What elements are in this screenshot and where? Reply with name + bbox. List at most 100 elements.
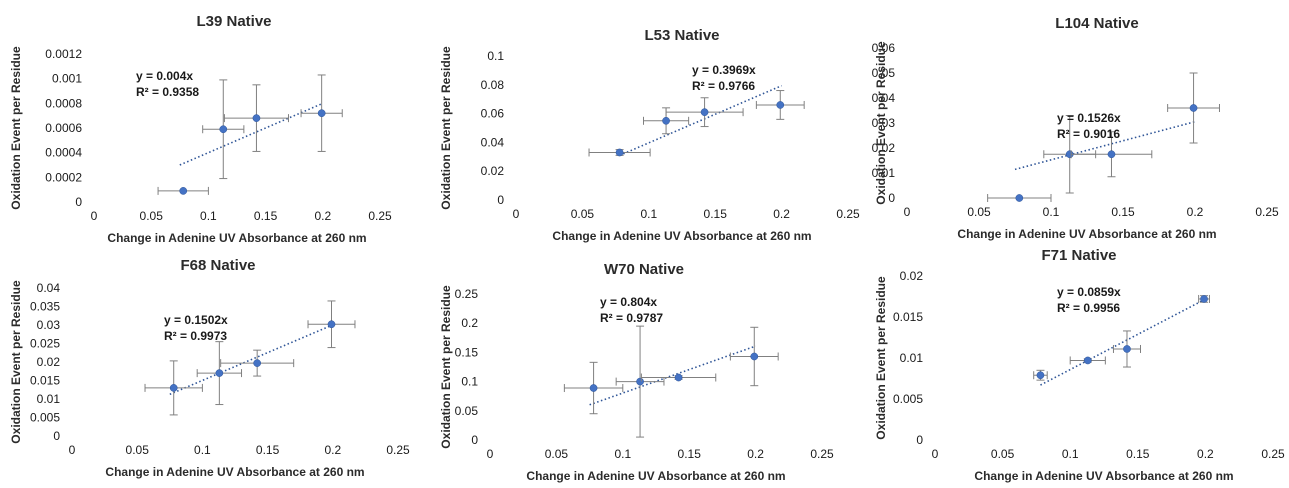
y-axis-label: Oxidation Event per Residue [9,46,23,210]
y-tick-label: 0 [53,429,60,443]
y-tick-label: 0.0012 [45,47,82,61]
y-tick-label: 0.06 [872,41,896,55]
y-axis-label: Oxidation Event per Residue [874,41,888,205]
x-tick-label: 0.2 [747,447,764,461]
x-tick-label: 0.05 [126,443,150,457]
data-point [252,114,261,122]
trendline [1014,120,1196,171]
x-tick-label: 0.15 [1126,447,1150,461]
data-point [700,108,709,117]
chart-title: L39 Native [196,13,271,30]
x-tick-label: 0.05 [140,209,164,223]
x-tick-label: 0.2 [1187,205,1204,219]
y-tick-label: 0.035 [30,300,60,314]
y-tick-label: 0.0004 [45,146,82,160]
data-point [615,148,624,157]
y-tick-label: 0.03 [872,116,896,130]
x-axis-label: Change in Adenine UV Absorbance at 260 n… [957,227,1216,241]
y-tick-label: 0.05 [872,66,896,80]
x-tick-label: 0 [513,207,520,221]
data-point [674,373,683,382]
trendline [1040,298,1206,386]
x-axis-label: Change in Adenine UV Absorbance at 260 n… [107,231,366,245]
x-tick-label: 0.25 [810,447,834,461]
y-tick-label: 0.02 [37,355,61,369]
y-axis-label: Oxidation Event per Residue [874,276,888,440]
y-tick-label: 0.02 [481,164,505,178]
y-axis-label: Oxidation Event per Residue [9,280,23,444]
y-tick-label: 0.0002 [45,170,82,184]
y-tick-label: 0.02 [900,269,924,283]
x-axis-label: Change in Adenine UV Absorbance at 260 n… [974,469,1233,483]
x-tick-label: 0.1 [194,443,211,457]
x-tick-label: 0.15 [1111,205,1135,219]
y-tick-label: 0.005 [30,411,60,425]
x-axis-label: Change in Adenine UV Absorbance at 260 n… [105,465,364,479]
chart-panel-l39: L39 Native 0 0.0002 0.0004 0.0006 0.0008 0.001… [0,8,420,245]
data-point [750,352,759,361]
trendline-equation: y = 0.804x [600,295,657,309]
chart-panel-l53: L53 Native 0 0.02 0.04 0.06 0.08 0.1 0 0.05 0.1 0.… [430,18,865,248]
x-tick-label: 0.05 [545,447,569,461]
data-point [776,101,785,109]
trendline-equation: y = 0.004x [136,69,193,83]
trendline-equation: y = 0.1502x [164,313,228,327]
y-tick-label: 0.01 [872,166,896,180]
x-tick-label: 0.2 [324,443,341,457]
x-tick-label: 0 [69,443,76,457]
chart-panel-f71: F71 Native 0 0.005 0.01 0.015 0.02 0 0.05 0.1 0.1… [865,244,1289,488]
x-tick-label: 0.05 [967,205,991,219]
y-tick-label: 0.01 [900,351,924,365]
x-tick-label: 0.15 [256,443,280,457]
x-tick-label: 0.25 [1255,205,1279,219]
r-squared-label: R² = 0.9787 [600,311,663,325]
data-point [1083,356,1092,365]
data-point [1189,104,1198,112]
x-tick-label: 0.25 [386,443,410,457]
y-tick-label: 0.01 [37,392,61,406]
x-tick-label: 0.1 [1043,205,1060,219]
trendline [619,84,782,157]
x-tick-label: 0.25 [368,209,392,223]
scatter-chart: F71 Native 0 0.005 0.01 0.015 0.02 0 0.05 0.1 0.1… [874,247,1285,483]
x-tick-label: 0.05 [991,447,1015,461]
chart-title: L104 Native [1055,15,1138,32]
trendline-equation: y = 0.3969x [692,63,756,77]
y-tick-label: 0.03 [37,318,61,332]
y-tick-label: 0.04 [481,135,505,149]
y-tick-label: 0.025 [30,337,60,351]
y-tick-label: 0 [888,191,895,205]
x-tick-label: 0.1 [200,209,217,223]
scatter-chart: L53 Native 0 0.02 0.04 0.06 0.08 0.1 0 0.05 0.1 0.… [439,27,860,243]
data-point [589,384,598,392]
trendline [589,345,756,406]
x-tick-label: 0.25 [836,207,860,221]
y-tick-label: 0 [75,195,82,209]
data-point [1123,345,1131,353]
y-tick-label: 0.2 [461,316,478,330]
x-tick-label: 0.2 [1197,447,1214,461]
y-tick-label: 0.1 [487,49,504,63]
y-tick-label: 0.02 [872,141,896,155]
chart-title: L53 Native [644,27,719,44]
y-tick-label: 0.0006 [45,121,82,135]
x-tick-label: 0.15 [704,207,728,221]
x-tick-label: 0.1 [614,447,631,461]
chart-panel-l104: L104 Native 0 0.01 0.02 0.03 0.04 0.05 0.06 0 0.0… [865,10,1289,242]
data-point [169,384,178,392]
chart-panel-w70: W70 Native 0 0.05 0.1 0.15 0.2 0.25 0 0.05 0.1 0.1… [430,261,845,488]
r-squared-label: R² = 0.9766 [692,79,755,93]
x-tick-label: 0.25 [1261,447,1285,461]
data-point [662,116,670,125]
data-point [215,369,224,377]
r-squared-label: R² = 0.9956 [1057,301,1120,315]
trendline-equation: y = 0.0859x [1057,285,1121,299]
data-point [317,109,326,118]
y-tick-label: 0.06 [481,107,505,121]
y-tick-label: 0.005 [893,392,923,406]
x-tick-label: 0 [904,205,911,219]
y-tick-label: 0 [497,193,504,207]
data-point [636,377,644,386]
y-tick-label: 0.25 [455,287,479,301]
x-axis-label: Change in Adenine UV Absorbance at 260 n… [552,229,811,243]
